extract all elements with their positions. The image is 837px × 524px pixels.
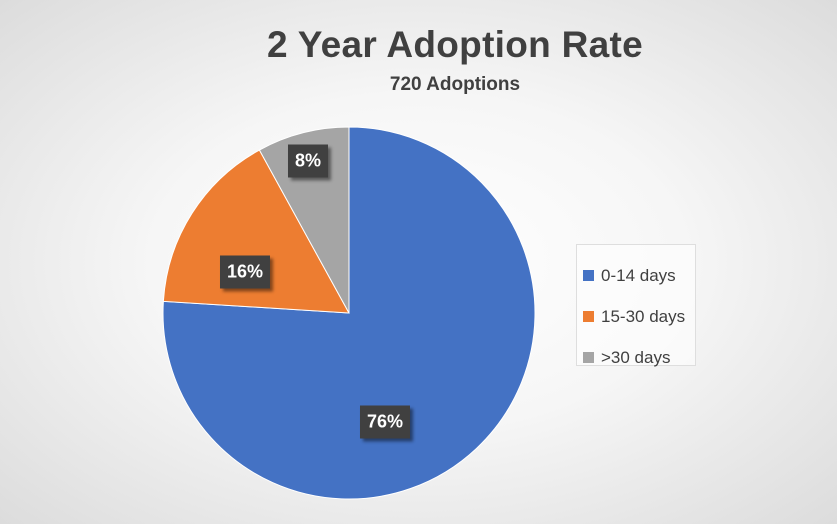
chart-title: 2 Year Adoption Rate (266, 24, 644, 65)
legend-label: >30 days (601, 347, 671, 367)
legend-swatch (583, 311, 594, 322)
legend-label: 15-30 days (601, 306, 686, 326)
chart-legend: 0-14 days 15-30 days >30 days (576, 244, 696, 367)
legend-label: 0-14 days (601, 265, 676, 285)
chart-subtitle: 720 Adoptions (389, 74, 521, 95)
legend-15-30-days: 15-30 days (577, 296, 695, 337)
legend-0-14-days: 0-14 days (577, 255, 695, 296)
label-over-30-days: 8% (287, 144, 329, 178)
legend-swatch (583, 352, 594, 363)
label-0-14-days: 76% (359, 405, 411, 439)
legend-over-30-days: >30 days (577, 337, 695, 378)
slice-15-30-days (162, 149, 350, 314)
label-15-30-days: 16% (219, 255, 271, 289)
legend-swatch (583, 270, 594, 281)
